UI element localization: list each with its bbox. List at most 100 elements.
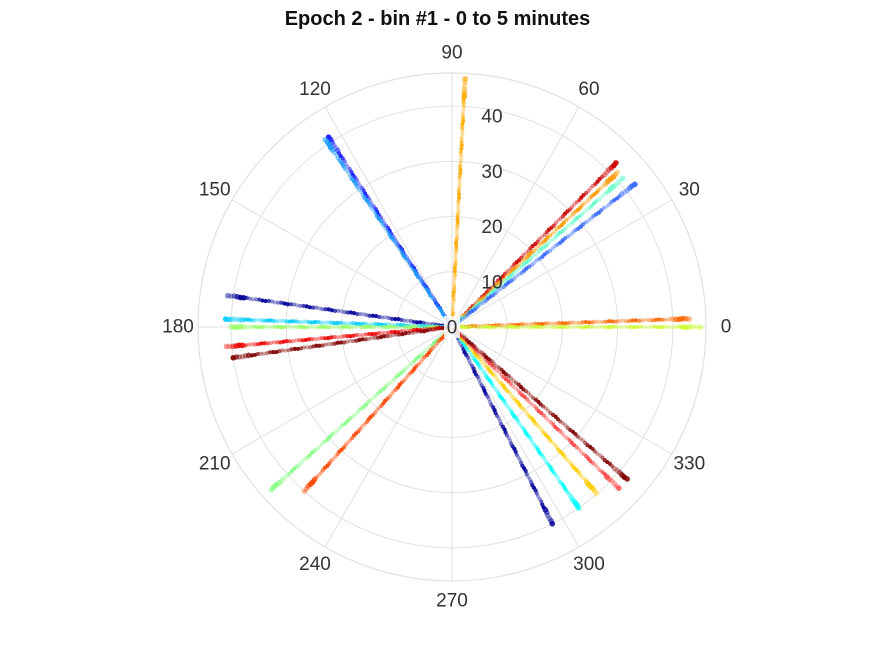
data-point <box>275 340 280 345</box>
data-point <box>454 237 459 242</box>
data-point <box>615 485 622 491</box>
data-point <box>303 337 308 343</box>
data-point <box>283 348 288 353</box>
data-point <box>405 373 411 378</box>
data-point <box>563 218 569 223</box>
data-point <box>631 325 637 330</box>
data-point <box>461 108 466 113</box>
data-point <box>231 293 237 299</box>
data-point <box>274 319 279 324</box>
data-point <box>673 324 679 330</box>
data-point <box>541 404 546 409</box>
data-point <box>341 321 346 326</box>
data-point <box>412 324 417 329</box>
series-ray <box>268 327 452 493</box>
data-point <box>457 181 462 186</box>
data-point <box>357 332 362 338</box>
data-point <box>589 324 595 330</box>
data-point <box>281 325 287 330</box>
data-point <box>578 436 583 441</box>
data-point <box>317 343 322 348</box>
data-point <box>325 336 331 341</box>
data-point <box>278 340 283 345</box>
data-point <box>421 282 426 287</box>
data-point <box>458 164 463 169</box>
data-point <box>461 90 468 96</box>
data-point <box>228 323 234 330</box>
data-point <box>463 325 468 330</box>
data-point <box>326 307 331 312</box>
data-point <box>575 434 580 439</box>
data-point <box>488 325 493 330</box>
data-point <box>281 475 287 481</box>
data-point <box>502 325 507 330</box>
data-point <box>344 324 349 329</box>
data-point <box>491 325 496 330</box>
data-point <box>322 320 327 325</box>
data-point <box>460 129 465 134</box>
data-point <box>638 324 644 329</box>
data-point <box>523 389 529 394</box>
data-point <box>521 407 526 412</box>
theta-tick-label: 150 <box>199 180 231 201</box>
data-point <box>226 343 233 350</box>
data-point <box>238 317 245 323</box>
data-point <box>576 320 582 325</box>
data-point <box>505 324 510 330</box>
data-point <box>606 476 613 482</box>
data-point <box>293 319 298 324</box>
data-point <box>476 377 482 382</box>
data-point <box>565 325 570 330</box>
data-point <box>460 316 465 321</box>
data-point <box>567 207 573 212</box>
data-point <box>271 340 277 345</box>
data-point <box>316 319 321 325</box>
data-point <box>257 325 262 330</box>
data-point <box>600 319 605 325</box>
data-point <box>287 319 292 324</box>
data-point <box>335 428 340 433</box>
data-point <box>266 298 271 304</box>
data-point <box>660 317 665 322</box>
data-point <box>496 416 502 421</box>
series-ray <box>322 136 453 327</box>
data-point <box>476 324 481 329</box>
data-point <box>322 136 328 143</box>
data-point <box>523 409 528 414</box>
data-point <box>647 317 652 323</box>
data-point <box>460 324 465 330</box>
data-point <box>547 248 553 253</box>
data-point <box>603 325 609 330</box>
data-point <box>670 325 675 330</box>
data-point <box>565 490 571 495</box>
data-point <box>570 320 575 325</box>
data-point <box>355 409 361 414</box>
data-point <box>476 355 481 360</box>
data-point <box>305 455 310 460</box>
data-point <box>630 318 635 323</box>
theta-tick-label: 300 <box>573 554 605 575</box>
data-point <box>277 318 282 323</box>
data-point <box>537 324 542 329</box>
data-point <box>558 324 563 329</box>
data-point <box>459 146 464 151</box>
data-point <box>509 376 514 381</box>
data-point <box>361 312 366 317</box>
data-point <box>266 325 271 330</box>
data-point <box>383 315 388 320</box>
data-point <box>530 439 535 444</box>
data-point <box>269 299 275 304</box>
data-point <box>610 464 615 469</box>
data-point <box>505 404 510 409</box>
data-point <box>228 293 234 299</box>
data-point <box>371 208 376 213</box>
data-point <box>367 331 372 337</box>
data-point <box>348 438 353 443</box>
data-point <box>612 171 619 178</box>
data-point <box>452 286 457 291</box>
data-point <box>452 265 457 270</box>
data-point <box>633 318 638 323</box>
data-point <box>543 415 549 420</box>
data-point <box>455 220 460 225</box>
